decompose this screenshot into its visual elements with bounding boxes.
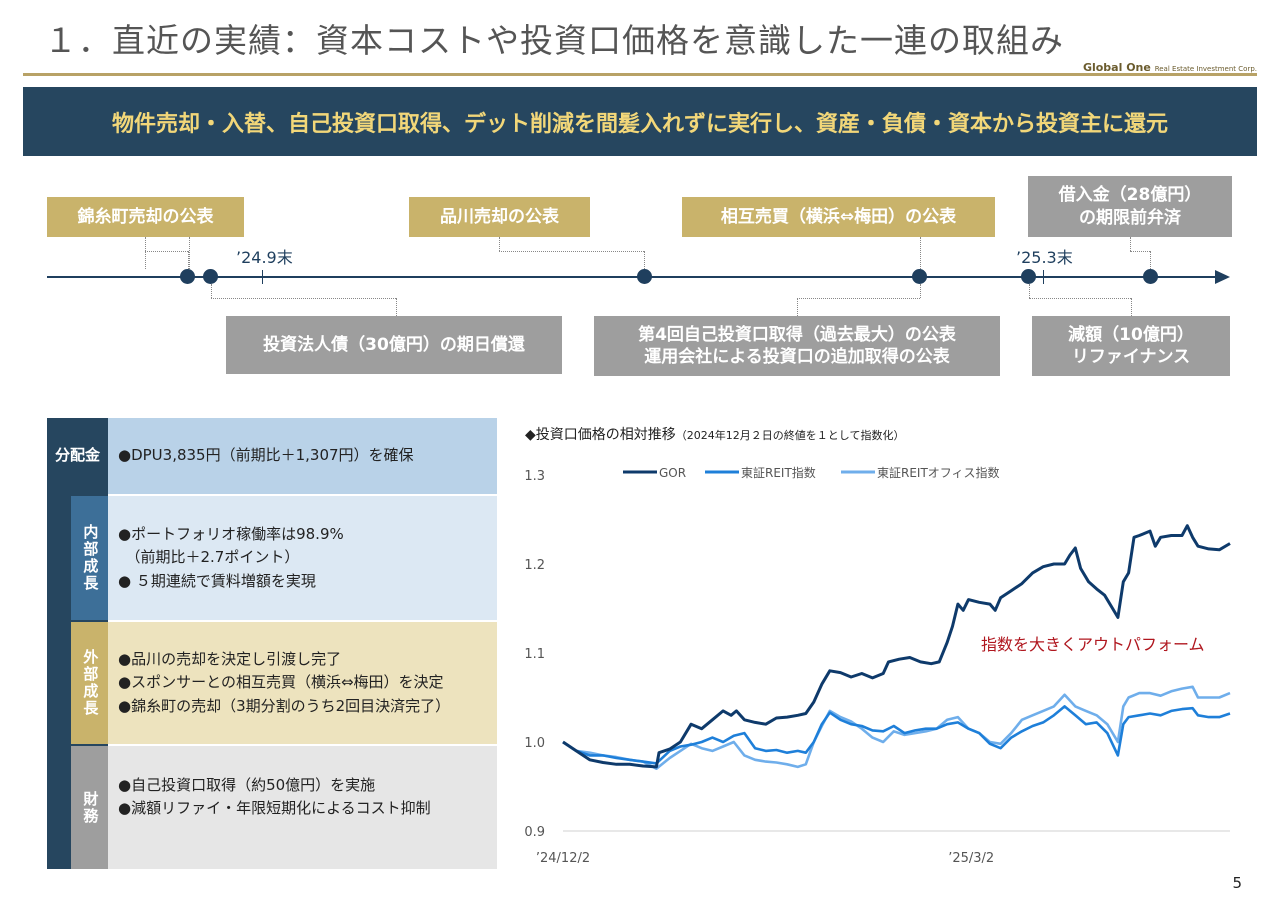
finance-text: 財務: [81, 790, 100, 825]
timeline-dot: [1021, 269, 1036, 284]
brand-sub: Real Estate Investment Corp.: [1154, 65, 1257, 73]
event-early-repayment-line2: の期限前弁済: [1079, 207, 1181, 228]
chart-title: ◆投資口価格の相対推移（2024年12月２日の終値を１として指数化）: [525, 424, 904, 444]
event-swap-announce: 相互売買（横浜⇔梅田）の公表: [682, 197, 995, 237]
y-tick-label: 1.1: [524, 647, 545, 662]
chart-title-note: （2024年12月２日の終値を１として指数化）: [675, 429, 905, 442]
y-tick-label: 1.3: [524, 469, 545, 484]
internal-growth-cell: ●ポートフォリオ稼働率は98.9% （前期比＋2.7ポイント） ● ５期連続で賃…: [108, 496, 497, 620]
chart-title-text: ◆投資口価格の相対推移: [525, 427, 676, 443]
external-growth-text: 外部成長: [81, 649, 100, 717]
event-shinagawa-announce: 品川売却の公表: [409, 197, 590, 237]
external-item: ●品川の売却を決定し引渡し完了: [118, 650, 342, 669]
brand-name: Global One: [1082, 61, 1151, 74]
timeline-arrow-icon: [1215, 270, 1230, 284]
internal-growth-label: 内部成長: [71, 496, 108, 620]
timeline-dot: [203, 269, 218, 284]
finance-item: ●減額リファイ・年限短期化によるコスト抑制: [118, 799, 431, 818]
timeline-dot: [912, 269, 927, 284]
x-tick-label: ’24/12/2: [536, 851, 590, 866]
page-title: １．直近の実績：資本コストや投資口価格を意識した一連の取組み: [44, 21, 1064, 60]
event-swap-text: 相互売買（横浜⇔梅田）の公表: [720, 206, 957, 227]
x-tick-label: ’25/3/2: [948, 851, 994, 866]
internal-item: ●ポートフォリオ稼働率は98.9%: [118, 525, 344, 544]
event-bond-redemption: 投資法人債（30億円）の期日償還: [226, 316, 562, 374]
brand-logo: Global One Real Estate Investment Corp.: [1083, 61, 1257, 74]
event-buyback-line2: 運用会社による投資口の追加取得の公表: [644, 347, 950, 367]
event-buyback-line1: 第4回自己投資口取得（過去最大）の公表: [638, 324, 956, 345]
distribution-label: 分配金: [47, 444, 108, 465]
timeline-date-2503: ’25.3末: [1016, 248, 1073, 267]
timeline-dot: [1143, 269, 1158, 284]
series-line-1: [562, 705, 1231, 765]
timeline-axis: [47, 276, 1217, 278]
finance-cell: ●自己投資口取得（約50億円）を実施 ●減額リファイ・年限短期化によるコスト抑制: [108, 746, 497, 869]
chart-annotation: 指数を大きくアウトパフォーム: [981, 635, 1205, 654]
event-buyback-announce: 第4回自己投資口取得（過去最大）の公表 運用会社による投資口の追加取得の公表: [594, 316, 1000, 376]
event-early-repayment: 借入金（28億円） の期限前弁済: [1028, 176, 1232, 237]
page-number: 5: [1232, 874, 1242, 892]
timeline-tick-2503: [1043, 270, 1044, 284]
timeline-tick-2409: [262, 270, 263, 284]
series-line-2: [562, 685, 1231, 770]
event-kinshicho-announce: 錦糸町売却の公表: [47, 197, 244, 237]
timeline-date-2409: ’24.9末: [236, 248, 293, 267]
summary-table: 分配金 ●DPU3,835円（前期比＋1,307円）を確保 内部成長 ●ポートフ…: [47, 418, 497, 869]
external-item: ●錦糸町の売却（3期分割のうち2回目決済完了）: [118, 696, 451, 715]
timeline-dot: [637, 269, 652, 284]
distribution-item: ●DPU3,835円（前期比＋1,307円）を確保: [118, 446, 414, 465]
legend-label: 東証REITオフィス指数: [877, 465, 1000, 480]
timeline-dot: [180, 269, 195, 284]
event-refinance-line1: 減額（10億円）: [1068, 324, 1194, 345]
external-item: ●スポンサーとの相互売買（横浜⇔梅田）を決定: [118, 673, 444, 692]
external-growth-label: 外部成長: [71, 622, 108, 744]
event-refinance: 減額（10億円） リファイナンス: [1032, 316, 1230, 376]
y-tick-label: 1.0: [524, 736, 545, 751]
internal-item: ● ５期連続で賃料増額を実現: [118, 571, 316, 590]
internal-growth-text: 内部成長: [81, 524, 100, 592]
price-chart: 0.9 1.0 1.1 1.2 1.3 ’24/12/2 ’25/3/2 GOR 東証REIT指…: [524, 465, 1231, 866]
series-line-0: [562, 524, 1231, 769]
event-refinance-line2: リファイナンス: [1071, 347, 1191, 367]
distribution-cell: ●DPU3,835円（前期比＋1,307円）を確保: [108, 418, 497, 494]
legend-label: 東証REIT指数: [741, 465, 816, 480]
event-early-repayment-line1: 借入金（28億円）: [1058, 185, 1202, 206]
internal-item: （前期比＋2.7ポイント）: [118, 548, 300, 567]
external-growth-cell: ●品川の売却を決定し引渡し完了 ●スポンサーとの相互売買（横浜⇔梅田）を決定 ●…: [108, 622, 497, 744]
finance-label: 財務: [71, 746, 108, 869]
legend-label: GOR: [659, 466, 686, 480]
title-divider: [23, 73, 1257, 76]
finance-item: ●自己投資口取得（約50億円）を実施: [118, 776, 376, 794]
headline-banner: 物件売却・入替、自己投資口取得、デット削減を間髪入れずに実行し、資産・負債・資本…: [23, 87, 1257, 156]
y-tick-label: 1.2: [524, 558, 545, 573]
y-tick-label: 0.9: [524, 825, 545, 840]
